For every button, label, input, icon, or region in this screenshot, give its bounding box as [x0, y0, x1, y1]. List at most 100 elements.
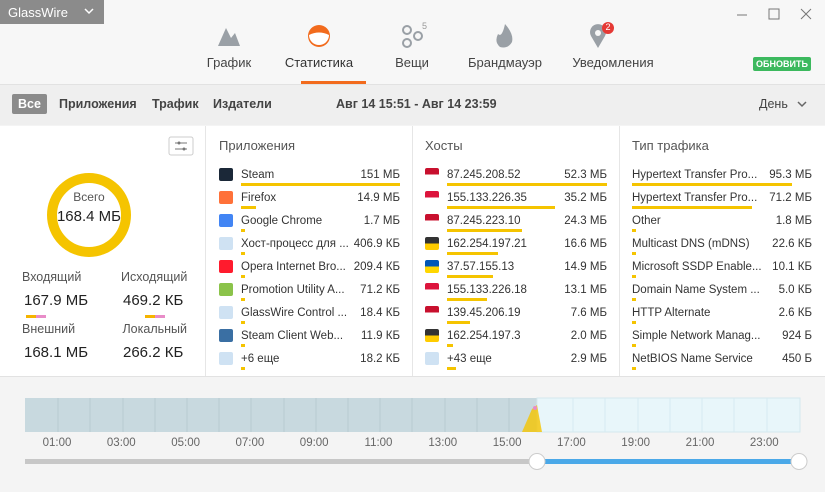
list-row[interactable]: 162.254.197.3 2.0 МБ — [425, 326, 607, 349]
row-name: Steam — [241, 169, 275, 181]
list-row[interactable]: Domain Name System ... 5.0 КБ — [632, 280, 812, 303]
row-icon — [425, 283, 439, 296]
list-row[interactable]: Opera Internet Bro... 209.4 КБ — [219, 257, 400, 280]
row-icon — [219, 283, 233, 296]
stat-value: 167.9 МБ — [24, 292, 89, 309]
row-name: Other — [632, 215, 661, 227]
stat-label: Внешний — [22, 322, 76, 336]
list-row[interactable]: HTTP Alternate 2.6 КБ — [632, 303, 812, 326]
list-row[interactable]: 87.245.223.10 24.3 МБ — [425, 211, 607, 234]
usage-bar — [447, 367, 456, 370]
usage-bar — [241, 367, 245, 370]
row-name: Microsoft SSDP Enable... — [632, 261, 762, 273]
row-icon — [219, 214, 233, 227]
usage-bar — [241, 321, 245, 324]
list-row[interactable]: Steam Client Web... 11.9 КБ — [219, 326, 400, 349]
row-value: 13.1 МБ — [564, 284, 607, 296]
filter-tab[interactable]: Все — [12, 94, 47, 114]
time-tick: 09:00 — [299, 437, 329, 449]
list-row[interactable]: 162.254.197.21 16.6 МБ — [425, 234, 607, 257]
period-select[interactable]: День — [759, 97, 807, 111]
list-row[interactable]: NetBIOS Name Service 450 Б — [632, 349, 812, 372]
row-name: Simple Network Manag... — [632, 330, 761, 342]
date-range: Авг 14 15:51 - Авг 14 23:59 — [336, 97, 497, 111]
row-name: 155.133.226.35 — [447, 192, 527, 204]
row-name: 162.254.197.3 — [447, 330, 521, 342]
nav-tab[interactable]: Статистика — [284, 55, 354, 70]
filter-tab[interactable]: Приложения — [59, 97, 137, 111]
list-row[interactable]: Microsoft SSDP Enable... 10.1 КБ — [632, 257, 812, 280]
row-icon — [219, 306, 233, 319]
stat-label: Исходящий — [121, 270, 188, 284]
list-row[interactable]: Other 1.8 МБ — [632, 211, 812, 234]
stat-label: Входящий — [22, 270, 82, 284]
usage-bar — [447, 206, 555, 209]
separator — [205, 126, 206, 376]
row-value: 2.9 МБ — [570, 353, 607, 365]
list-row[interactable]: Firefox 14.9 МБ — [219, 188, 400, 211]
row-name: 87.245.208.52 — [447, 169, 521, 181]
time-tick: 23:00 — [749, 437, 779, 449]
time-tick: 05:00 — [171, 437, 200, 449]
row-value: 18.2 КБ — [360, 353, 400, 365]
row-icon — [219, 168, 233, 181]
row-icon — [219, 352, 233, 365]
summary-graphics — [26, 136, 194, 318]
nav-tab[interactable]: Брандмауэр — [468, 55, 542, 70]
row-name: HTTP Alternate — [632, 307, 711, 319]
stat-value: 469.2 КБ — [123, 292, 184, 309]
total-label: Всего — [73, 190, 105, 204]
row-name: Domain Name System ... — [632, 284, 760, 296]
filter-tab[interactable]: Трафик — [152, 97, 199, 111]
row-name: 139.45.206.19 — [447, 307, 521, 319]
list-row[interactable]: Hypertext Transfer Pro... 95.3 МБ — [632, 165, 812, 188]
list-row[interactable]: 155.133.226.18 13.1 МБ — [425, 280, 607, 303]
time-tick: 07:00 — [235, 437, 265, 449]
app-menu[interactable]: GlassWire — [0, 0, 104, 24]
list-row[interactable]: +43 еще 2.9 МБ — [425, 349, 607, 372]
row-value: 406.9 КБ — [353, 238, 400, 250]
total-value: 168.4 МБ — [56, 208, 122, 225]
row-name: GlassWire Control ... — [241, 307, 348, 319]
row-name: +43 еще — [447, 353, 492, 365]
row-icon — [219, 191, 233, 204]
list-row[interactable]: Simple Network Manag... 924 Б — [632, 326, 812, 349]
time-tick: 03:00 — [106, 437, 136, 449]
row-value: 1.7 МБ — [363, 215, 400, 227]
nav-tab[interactable]: Вещи — [395, 55, 429, 70]
list-row[interactable]: Promotion Utility A... 71.2 КБ — [219, 280, 400, 303]
nav-tab[interactable]: График — [206, 55, 252, 70]
row-name: 162.254.197.21 — [447, 238, 527, 250]
usage-bar — [447, 344, 453, 347]
usage-bar — [632, 367, 636, 370]
time-tick: 19:00 — [621, 437, 651, 449]
list-row[interactable]: Google Chrome 1.7 МБ — [219, 211, 400, 234]
panel-title: Тип трафика — [632, 138, 709, 153]
period: День — [759, 97, 788, 111]
chevron — [797, 101, 807, 108]
time-tick: 15:00 — [492, 437, 522, 449]
list-row[interactable]: Hypertext Transfer Pro... 71.2 МБ — [632, 188, 812, 211]
list-row[interactable]: Steam 151 МБ — [219, 165, 400, 188]
row-name: Steam Client Web... — [241, 330, 344, 342]
row-value: 52.3 МБ — [564, 169, 607, 181]
row-icon — [425, 329, 439, 342]
list-row[interactable]: GlassWire Control ... 18.4 КБ — [219, 303, 400, 326]
list-row[interactable]: Multicast DNS (mDNS) 22.6 КБ — [632, 234, 812, 257]
list-row[interactable]: Хост-процесс для ... 406.9 КБ — [219, 234, 400, 257]
list-row[interactable]: +6 еще 18.2 КБ — [219, 349, 400, 372]
stat-label: Локальный — [122, 322, 187, 336]
usage-bar — [632, 321, 636, 324]
toolbar — [0, 0, 825, 85]
nav-tab[interactable]: Уведомления — [572, 55, 654, 70]
update-button[interactable]: ОБНОВИТЬ — [753, 57, 811, 71]
list-row[interactable]: 37.57.155.13 14.9 МБ — [425, 257, 607, 280]
list-row[interactable]: 155.133.226.35 35.2 МБ — [425, 188, 607, 211]
filter-tab[interactable]: Издатели — [213, 97, 272, 111]
list-row[interactable]: 139.45.206.19 7.6 МБ — [425, 303, 607, 326]
row-value: 14.9 МБ — [564, 261, 607, 273]
window-controls[interactable] — [735, 6, 815, 24]
list-row[interactable]: 87.245.208.52 52.3 МБ — [425, 165, 607, 188]
